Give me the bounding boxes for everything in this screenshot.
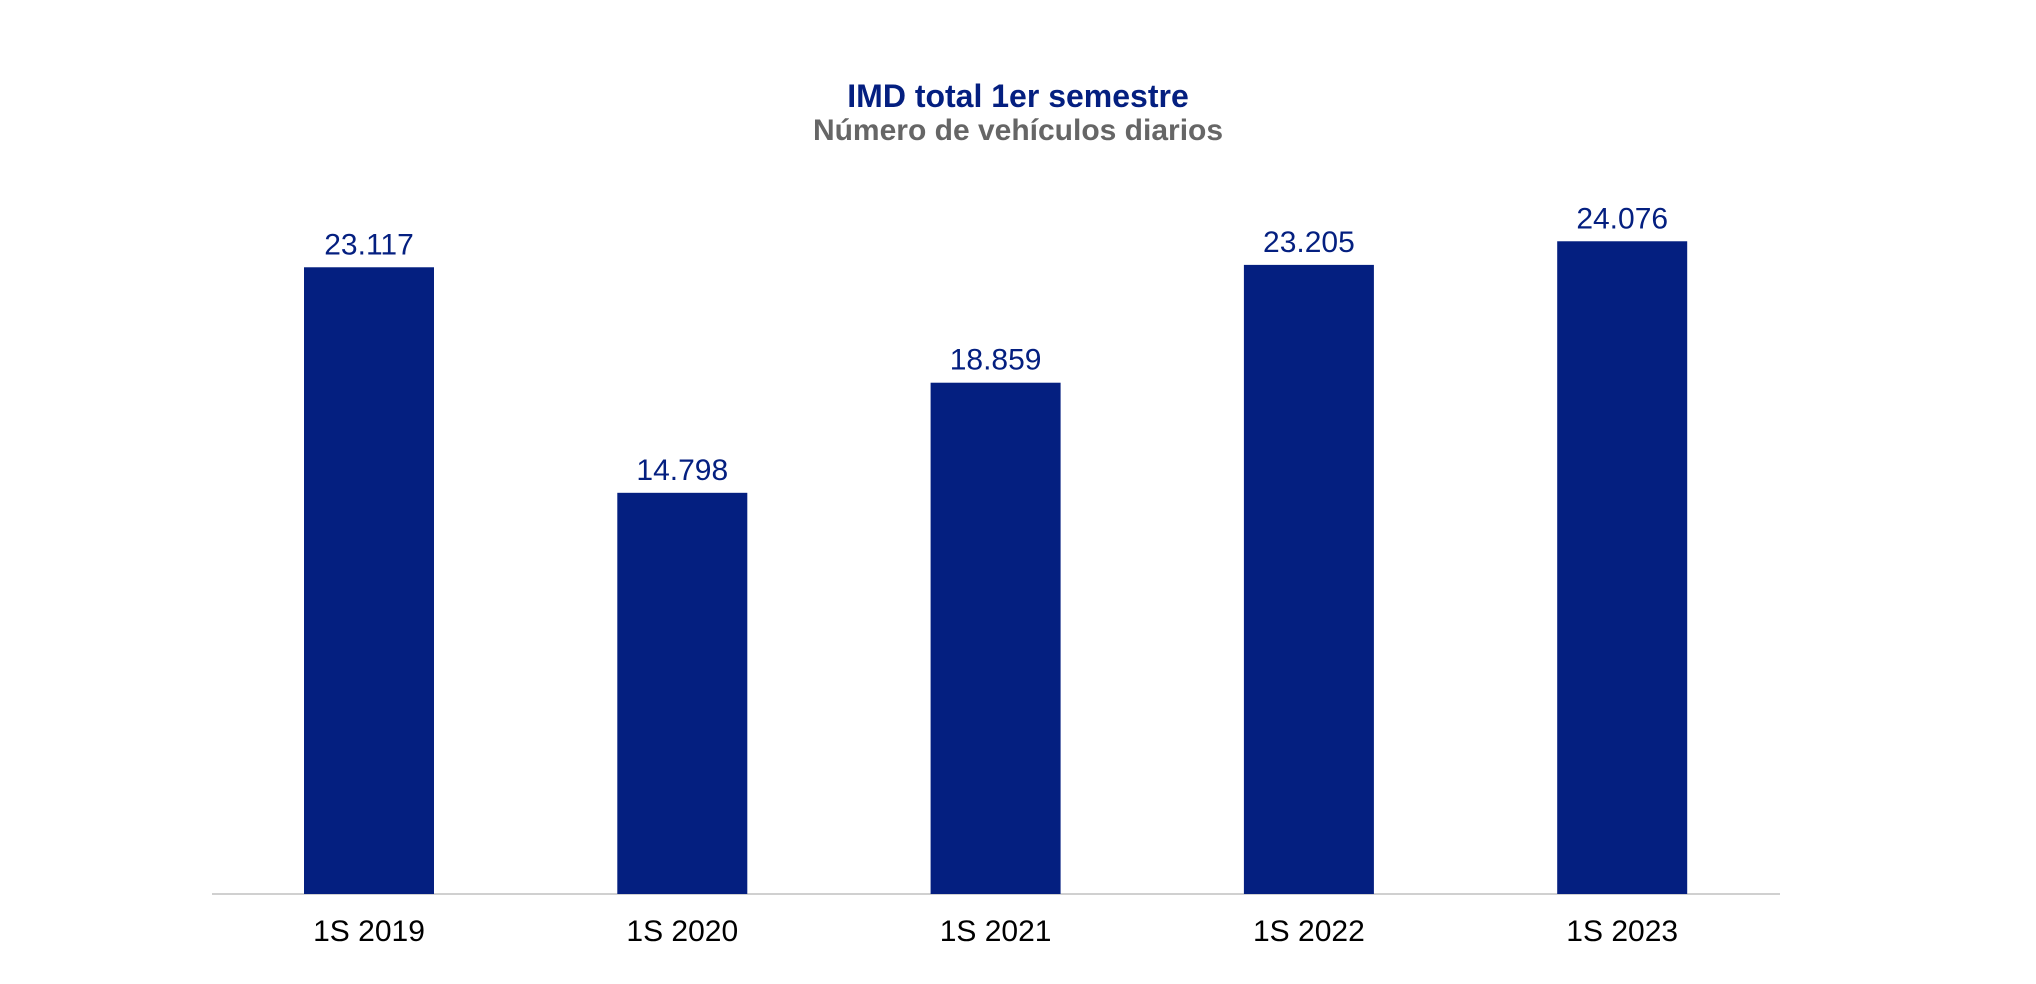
bar-1s-2023 bbox=[1557, 241, 1688, 894]
x-tick-label: 1S 2023 bbox=[1566, 915, 1678, 948]
x-tick-label: 1S 2021 bbox=[940, 915, 1052, 948]
bar-1s-2021 bbox=[930, 382, 1061, 894]
bar-1s-2020 bbox=[617, 492, 748, 894]
value-label: 14.798 bbox=[636, 454, 728, 487]
x-tick-label: 1S 2019 bbox=[313, 915, 425, 948]
x-tick-label: 1S 2020 bbox=[626, 915, 738, 948]
value-label: 24.076 bbox=[1576, 202, 1668, 235]
chart-title: IMD total 1er semestre bbox=[847, 78, 1189, 114]
value-label: 23.205 bbox=[1263, 226, 1355, 259]
x-tick-label: 1S 2022 bbox=[1253, 915, 1365, 948]
bar-1s-2022 bbox=[1243, 264, 1374, 894]
bar-1s-2019 bbox=[304, 267, 434, 894]
chart-subtitle: Número de vehículos diarios bbox=[812, 114, 1224, 147]
value-label: 18.859 bbox=[950, 344, 1042, 377]
value-label: 23.117 bbox=[324, 228, 414, 261]
